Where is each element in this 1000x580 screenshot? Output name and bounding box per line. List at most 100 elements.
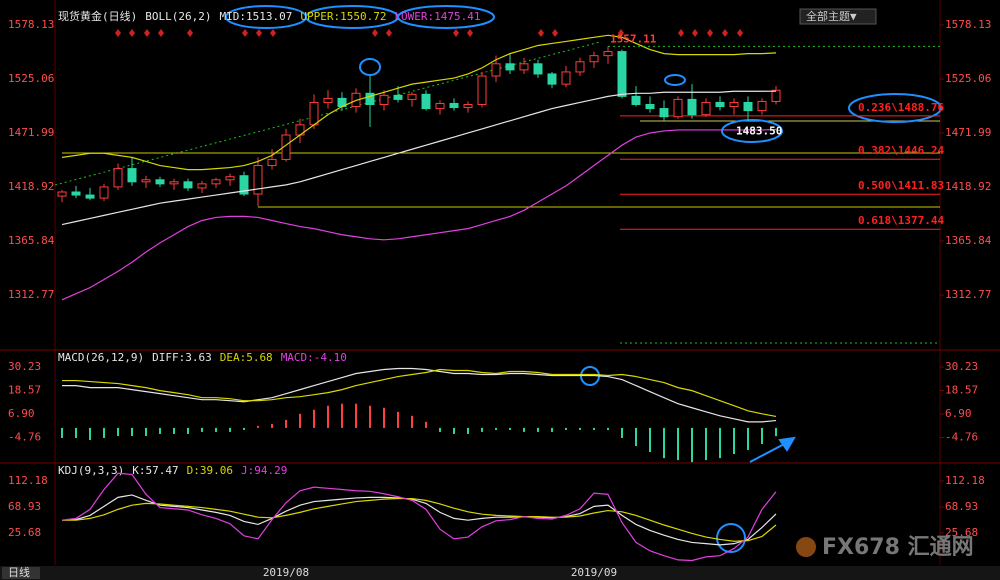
- legend-entry: D:39.06: [187, 464, 233, 477]
- signal-marker: [678, 29, 684, 37]
- panel-title: MACD(26,12,9): [58, 351, 144, 364]
- x-tick-label: 2019/09: [571, 566, 617, 579]
- signal-marker: [242, 29, 248, 37]
- candle-body: [421, 93, 431, 110]
- signal-marker: [453, 29, 459, 37]
- legend-entry: UPPER:1550.72: [300, 10, 386, 23]
- signal-marker: [386, 29, 392, 37]
- candle-body: [533, 63, 543, 75]
- y-tick-label: 1525.06: [945, 72, 991, 85]
- signal-marker: [707, 29, 713, 37]
- highlight-circles: [225, 5, 942, 553]
- candle-body: [155, 179, 165, 185]
- candle-body: [771, 89, 781, 102]
- y-tick-label: 30.23: [8, 360, 41, 373]
- y-tick-label: -4.76: [945, 430, 978, 443]
- candle-body: [393, 94, 403, 100]
- legend-entry: LOWER:1475.41: [394, 10, 480, 23]
- fib-label: 0.382\1446.24: [858, 144, 944, 157]
- x-tick-label: 2019/08: [263, 566, 309, 579]
- fib-label: 0.618\1377.44: [858, 214, 944, 227]
- candle-body: [309, 101, 319, 126]
- y-tick-label: 1418.92: [945, 180, 991, 193]
- highlight: [359, 58, 381, 76]
- signal-marker: [372, 29, 378, 37]
- candle-body: [729, 101, 739, 108]
- fib-label: 0.500\1411.83: [858, 179, 944, 192]
- candle-body: [449, 102, 459, 109]
- arrow-head: [778, 436, 796, 452]
- y-tick-label: -4.76: [8, 430, 41, 443]
- candle-body: [267, 158, 277, 167]
- candle-body: [477, 75, 487, 105]
- candle-body: [113, 168, 123, 188]
- candle-body: [71, 191, 81, 196]
- candle-body: [183, 181, 193, 189]
- candle-body: [225, 176, 235, 181]
- candle-body: [463, 103, 473, 109]
- candle-body: [211, 179, 221, 185]
- legend-entry: J:94.29: [241, 464, 287, 477]
- arrow: [749, 441, 789, 463]
- signal-marker: [467, 29, 473, 37]
- highlight: [664, 74, 686, 86]
- trend-line: [54, 41, 601, 186]
- highlight: [397, 5, 495, 29]
- candle-body: [365, 92, 375, 105]
- legend-entry: DIFF:3.63: [152, 351, 212, 364]
- candle-body: [575, 61, 585, 73]
- signal-marker: [256, 29, 262, 37]
- candle-body: [505, 63, 515, 71]
- candle-body: [253, 165, 263, 195]
- y-tick-label: 30.23: [945, 360, 978, 373]
- candle-body: [631, 95, 641, 105]
- fib-label: 0.236\1488.76: [858, 101, 944, 114]
- indicator-label: BOLL(26,2): [145, 10, 211, 23]
- candle-body: [603, 51, 613, 57]
- candle-body: [547, 73, 557, 85]
- legend-entry: DEA:5.68: [220, 351, 273, 364]
- candle-body: [57, 191, 67, 197]
- signal-marker: [538, 29, 544, 37]
- y-tick-label: 1312.77: [945, 288, 991, 301]
- y-tick-label: 112.18: [8, 474, 48, 487]
- indicator-line: [61, 494, 777, 546]
- candle-body: [589, 55, 599, 63]
- y-tick-label: 1418.92: [8, 180, 54, 193]
- bottom-bar: [0, 566, 1000, 580]
- candle-body: [645, 103, 655, 110]
- candle-body: [141, 179, 151, 183]
- y-tick-label: 1365.84: [945, 234, 992, 247]
- topic-button-label[interactable]: 全部主题▼: [806, 9, 857, 23]
- indicator-line: [61, 90, 777, 226]
- annotation: 1483.50: [736, 124, 782, 137]
- candle-body: [379, 94, 389, 105]
- y-tick-label: 68.93: [8, 500, 41, 513]
- topic-button[interactable]: [799, 8, 877, 25]
- signal-marker: [115, 29, 121, 37]
- legend-entry: K:57.47: [132, 464, 178, 477]
- signal-marker: [129, 29, 135, 37]
- y-tick-label: 68.93: [945, 500, 978, 513]
- indicator-line: [61, 34, 777, 171]
- candle-body: [743, 101, 753, 112]
- y-tick-label: 1578.13: [945, 18, 991, 31]
- watermark: FX678 汇通网: [822, 535, 974, 560]
- candle-body: [673, 98, 683, 118]
- y-tick-label: 18.57: [945, 383, 978, 396]
- period-tab[interactable]: [2, 567, 40, 579]
- candle-body: [659, 108, 669, 118]
- y-tick-label: 1471.99: [945, 126, 991, 139]
- period-label[interactable]: 日线: [8, 565, 30, 579]
- watermark-logo: [796, 537, 816, 557]
- candle-body: [687, 98, 697, 116]
- candle-body: [281, 134, 291, 160]
- y-tick-label: 1312.77: [8, 288, 54, 301]
- candle-body: [715, 101, 725, 108]
- indicator-line: [62, 368, 777, 418]
- signal-marker: [552, 29, 558, 37]
- candle-body: [561, 71, 571, 85]
- y-tick-label: 6.90: [8, 407, 35, 420]
